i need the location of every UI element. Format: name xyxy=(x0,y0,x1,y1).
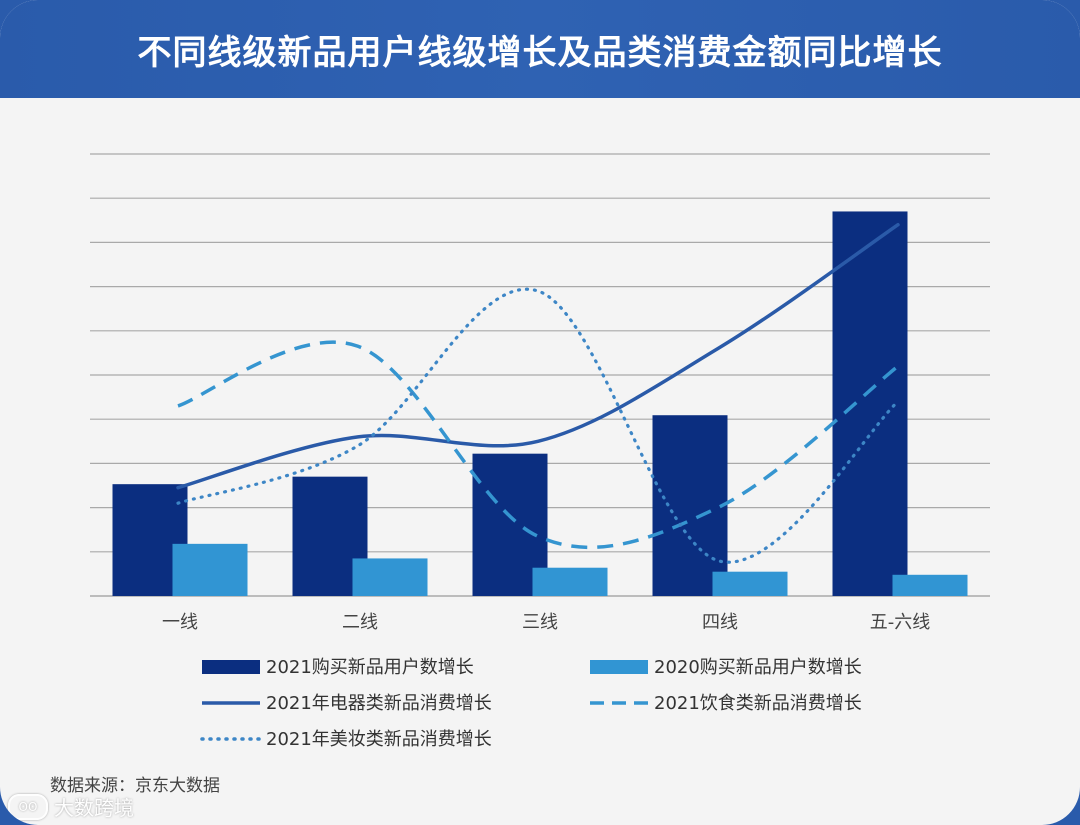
legend-label: 2020购买新品用户数增长 xyxy=(654,657,862,678)
x-tick-label: 四线 xyxy=(702,612,738,633)
bar-2021-users xyxy=(652,415,728,596)
data-source: 数据来源：京东大数据 xyxy=(50,776,220,796)
bar-2021-users xyxy=(832,211,908,596)
x-tick-label: 二线 xyxy=(342,612,378,633)
watermark-logo-icon: ʘʘ xyxy=(8,793,48,820)
legend-label: 2021购买新品用户数增长 xyxy=(266,657,474,678)
bar-2020-users xyxy=(172,543,248,596)
x-axis-ticks: 一线 二线 三线 四线 五-六线 xyxy=(162,612,930,633)
bar-2020-users xyxy=(352,558,428,596)
legend-swatch xyxy=(590,660,648,674)
title-banner: 不同线级新品用户线级增长及品类消费金额同比增长 xyxy=(0,0,1080,98)
legend-label: 2021年电器类新品消费增长 xyxy=(266,693,492,714)
bars-group xyxy=(112,211,968,596)
legend-swatch xyxy=(202,660,260,674)
x-tick-label: 三线 xyxy=(522,612,558,633)
lines-group xyxy=(176,222,900,564)
chart-title: 不同线级新品用户线级增长及品类消费金额同比增长 xyxy=(137,32,943,73)
bar-2020-users xyxy=(712,571,788,596)
line-food-series xyxy=(177,340,900,550)
x-tick-label: 一线 xyxy=(162,612,198,633)
legend-label: 2021年美妆类新品消费增长 xyxy=(266,729,492,750)
x-tick-label: 五-六线 xyxy=(870,612,931,633)
bar-2020-users xyxy=(892,574,968,596)
watermark: ʘʘ 大数跨境 xyxy=(8,792,134,821)
watermark-text: 大数跨境 xyxy=(54,796,134,820)
line-beauty-series xyxy=(176,287,900,564)
legend-label: 2021饮食类新品消费增长 xyxy=(654,693,862,714)
bar-2020-users xyxy=(532,567,608,596)
legend: 2021购买新品用户数增长 2020购买新品用户数增长 2021年电器类新品消费增长… xyxy=(200,657,862,750)
line-appliance-series xyxy=(176,222,900,490)
